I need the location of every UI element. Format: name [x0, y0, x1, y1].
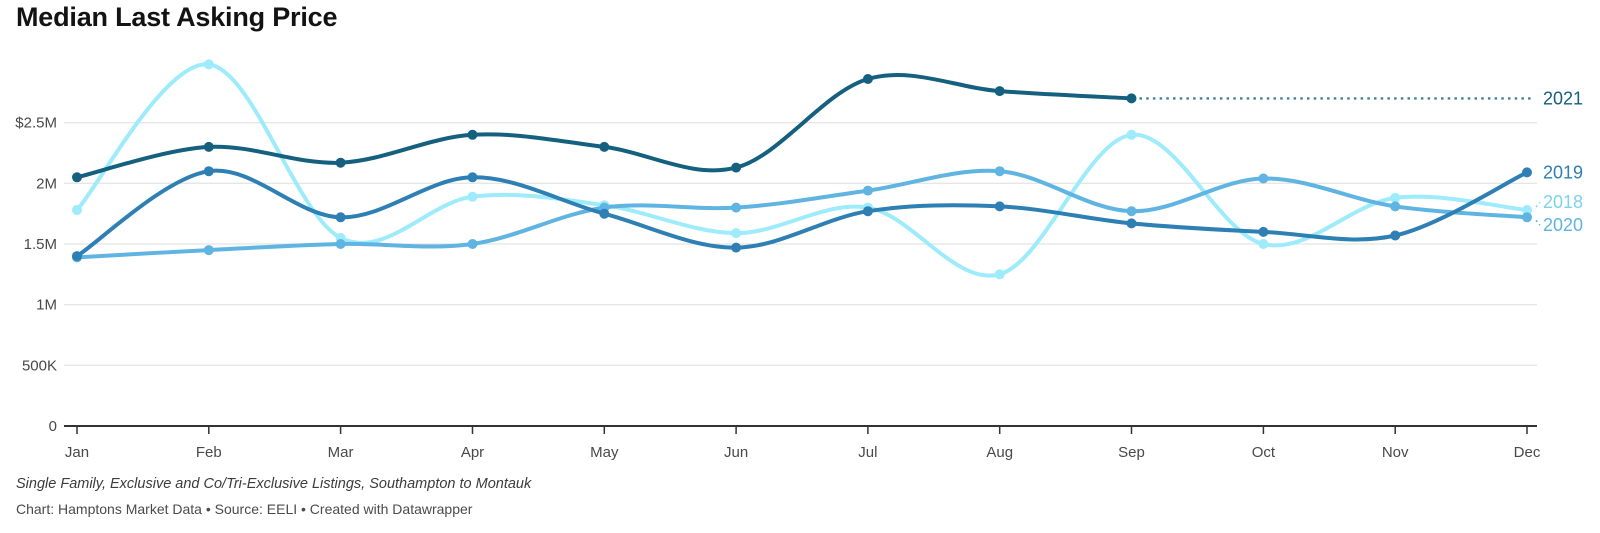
series-dot-2020[interactable] [731, 202, 742, 213]
series-dot-2018[interactable] [467, 191, 478, 202]
y-tick-label: 500K [22, 357, 57, 374]
series-label-2018: 2018 [1543, 192, 1583, 212]
series-dot-2018[interactable] [1258, 239, 1269, 249]
series-dot-2019[interactable] [731, 242, 742, 253]
series-dot-2019[interactable] [1258, 226, 1269, 237]
series-dot-2019[interactable] [1390, 230, 1401, 241]
series-line-2021 [75, 73, 1134, 180]
series-dot-2021[interactable] [731, 162, 742, 173]
x-tick-label: Jul [858, 444, 877, 461]
series-dot-2018[interactable] [1522, 205, 1532, 215]
x-tick-label: Oct [1252, 444, 1276, 461]
series-dot-2021[interactable] [72, 172, 82, 183]
series-label-2020: 2020 [1543, 215, 1583, 235]
series-dot-2021[interactable] [467, 129, 478, 140]
series-dot-2019[interactable] [1126, 218, 1137, 229]
x-tick-label: Apr [461, 444, 484, 461]
x-tick-label: Aug [986, 444, 1013, 461]
series-dot-2021[interactable] [994, 86, 1005, 97]
y-tick-label: $2.5M [15, 115, 57, 132]
series-dot-2021[interactable] [335, 157, 346, 168]
series-dot-2020[interactable] [862, 185, 873, 196]
series-dot-2019[interactable] [599, 208, 610, 219]
chart-title: Median Last Asking Price [16, 2, 338, 32]
series-label-2021: 2021 [1543, 88, 1583, 108]
series-dot-2018[interactable] [731, 228, 742, 239]
chart-footnote: Single Family, Exclusive and Co/Tri-Excl… [16, 476, 532, 492]
x-tick-label: May [590, 444, 619, 461]
series-dot-2018[interactable] [203, 59, 214, 70]
y-tick-label: 1M [36, 297, 57, 314]
series-dot-2020[interactable] [203, 245, 214, 256]
series-label-2019: 2019 [1543, 162, 1583, 182]
x-tick-label: Nov [1382, 444, 1409, 461]
x-tick-label: Feb [196, 444, 222, 461]
series-dot-2020[interactable] [1258, 173, 1269, 184]
series-dot-2019[interactable] [203, 166, 214, 177]
series-dot-2020[interactable] [467, 239, 478, 249]
series-dot-2018[interactable] [1126, 129, 1137, 140]
series-dot-2018[interactable] [1390, 192, 1401, 203]
series-dot-2021[interactable] [203, 141, 214, 152]
chart-credit: Chart: Hamptons Market Data • Source: EE… [16, 501, 473, 517]
x-tick-label: Dec [1514, 444, 1541, 461]
x-tick-label: Jan [65, 444, 89, 461]
y-tick-label: 1.5M [24, 236, 57, 253]
series-dot-2019[interactable] [467, 172, 478, 183]
series-line-2020 [75, 168, 1529, 260]
x-tick-label: Sep [1118, 444, 1145, 461]
label-connector-2018 [1535, 201, 1541, 208]
series-dot-2021[interactable] [1126, 93, 1137, 104]
series-dot-2019[interactable] [1522, 167, 1532, 178]
series-dot-2021[interactable] [599, 141, 610, 152]
y-tick-label: 0 [49, 418, 57, 435]
series-dot-2019[interactable] [994, 201, 1005, 212]
series-dot-2018[interactable] [994, 269, 1005, 280]
series-dot-2018[interactable] [72, 205, 82, 215]
series-dot-2019[interactable] [335, 212, 346, 223]
series-dot-2019[interactable] [862, 206, 873, 217]
y-tick-label: 2M [36, 175, 57, 192]
series-dot-2020[interactable] [1126, 206, 1137, 217]
x-tick-label: Mar [328, 444, 354, 461]
x-tick-label: Jun [724, 444, 748, 461]
series-dot-2021[interactable] [862, 74, 873, 84]
series-dot-2020[interactable] [1522, 212, 1532, 223]
series-line-2019 [75, 168, 1529, 259]
series-dot-2020[interactable] [1390, 201, 1401, 212]
series-dot-2019[interactable] [72, 251, 82, 262]
series-dot-2020[interactable] [335, 239, 346, 249]
series-dot-2020[interactable] [994, 166, 1005, 177]
label-connector-2020 [1535, 219, 1541, 226]
